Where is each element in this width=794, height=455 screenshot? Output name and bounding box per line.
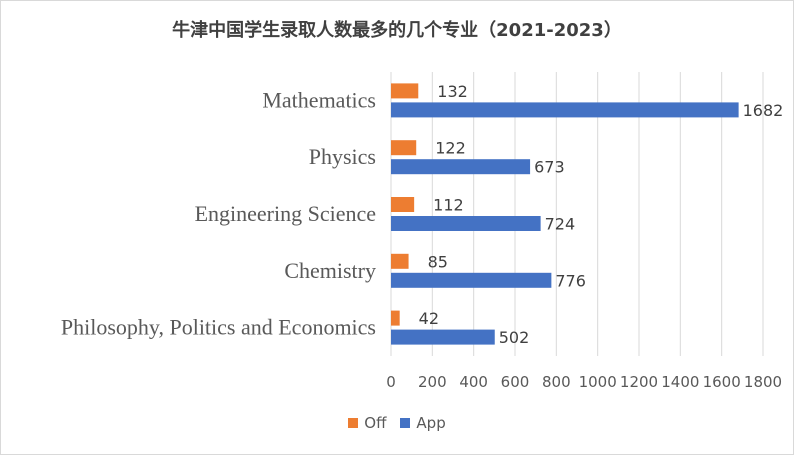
legend-swatch-off xyxy=(348,418,359,428)
category-label: Chemistry xyxy=(284,258,376,283)
bar-off xyxy=(391,253,409,269)
chart-title: 牛津中国学生录取人数最多的几个专业（2021-2023） xyxy=(172,20,622,41)
bar-app xyxy=(391,159,531,175)
bar-off xyxy=(391,197,415,212)
x-tick-label: 800 xyxy=(542,373,571,391)
grid-lines xyxy=(390,72,764,356)
x-tick-label: 1000 xyxy=(579,373,617,391)
x-tick-label: 200 xyxy=(418,373,447,391)
category-label: Engineering Science xyxy=(195,201,376,226)
legend-item-off: Off xyxy=(348,414,386,432)
data-label-app: 1682 xyxy=(743,101,784,120)
bar-off xyxy=(391,140,417,156)
legend-swatch-app xyxy=(400,418,411,428)
x-tick-label: 1200 xyxy=(620,373,658,391)
x-tick-label: 1400 xyxy=(661,373,699,391)
legend-label-off: Off xyxy=(364,414,387,432)
x-tick-label: 1600 xyxy=(703,373,741,391)
bar-app xyxy=(391,102,739,118)
category-label: Mathematics xyxy=(262,87,376,112)
x-tick-label: 1800 xyxy=(744,373,782,391)
bar-off xyxy=(391,310,400,326)
bar-app xyxy=(391,329,495,345)
data-label-off: 112 xyxy=(433,196,464,215)
category-label: Physics xyxy=(309,144,376,169)
legend-label-app: App xyxy=(416,414,446,432)
x-tick-label: 600 xyxy=(501,373,530,391)
category-label: Philosophy, Politics and Economics xyxy=(61,315,376,340)
data-label-app: 502 xyxy=(499,328,530,347)
data-label-off: 122 xyxy=(435,139,466,158)
data-label-app: 673 xyxy=(534,158,565,177)
bar-off xyxy=(391,83,419,99)
x-tick-label: 400 xyxy=(459,373,488,391)
bars xyxy=(391,83,739,345)
legend: Off App xyxy=(0,414,794,432)
data-label-off: 42 xyxy=(419,309,439,328)
labels: 0 200 400 600 800 1000 1200 1400 1600 1800 Mathema… xyxy=(61,82,783,391)
data-label-off: 85 xyxy=(428,252,448,271)
bar-app xyxy=(391,216,541,231)
legend-item-app: App xyxy=(400,414,446,432)
data-label-off: 132 xyxy=(437,82,468,101)
data-label-app: 724 xyxy=(545,215,576,234)
bar-app xyxy=(391,272,552,288)
data-label-app: 776 xyxy=(555,271,586,290)
x-tick-label: 0 xyxy=(386,373,396,391)
